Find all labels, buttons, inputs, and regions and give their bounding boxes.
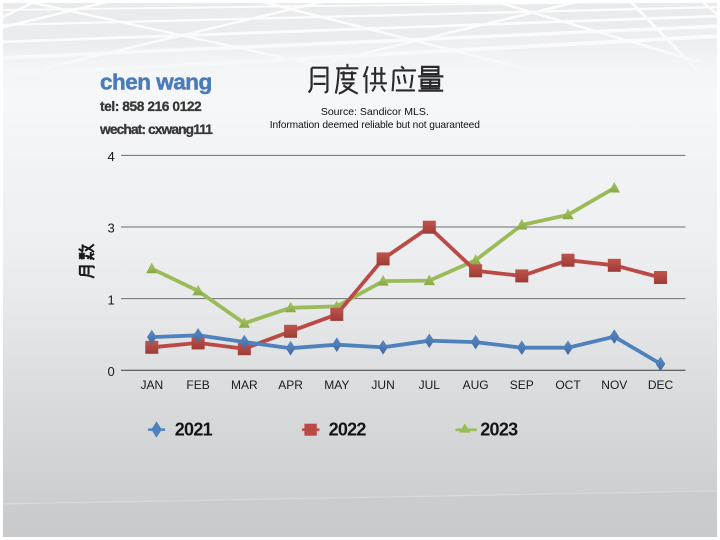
svg-text:2022: 2022 bbox=[329, 419, 367, 439]
svg-text:0: 0 bbox=[107, 364, 114, 379]
svg-text:2021: 2021 bbox=[175, 419, 213, 439]
svg-text:4: 4 bbox=[107, 149, 114, 164]
svg-text:Information deemed reliable bu: Information deemed reliable but not guar… bbox=[270, 120, 480, 131]
svg-text:Source: Sandicor MLS.: Source: Sandicor MLS. bbox=[321, 106, 429, 118]
svg-text:chen wang: chen wang bbox=[100, 70, 212, 95]
svg-text:MAY: MAY bbox=[324, 378, 349, 392]
svg-text:AUG: AUG bbox=[463, 378, 489, 392]
svg-text:NOV: NOV bbox=[601, 378, 627, 392]
svg-text:SEP: SEP bbox=[510, 378, 534, 392]
svg-text:JAN: JAN bbox=[140, 378, 163, 392]
svg-text:MAR: MAR bbox=[231, 378, 258, 392]
svg-text:APR: APR bbox=[278, 378, 303, 392]
svg-text:JUN: JUN bbox=[371, 378, 394, 392]
svg-text:JUL: JUL bbox=[419, 378, 441, 392]
svg-text:tel: 858 216 0122: tel: 858 216 0122 bbox=[100, 99, 202, 114]
svg-text:DEC: DEC bbox=[648, 378, 674, 392]
svg-text:wechat: cxwang111: wechat: cxwang111 bbox=[99, 122, 213, 137]
svg-text:FEB: FEB bbox=[186, 378, 209, 392]
svg-text:3: 3 bbox=[107, 221, 114, 236]
svg-text:2023: 2023 bbox=[480, 419, 518, 439]
svg-text:1: 1 bbox=[107, 292, 114, 307]
svg-text:OCT: OCT bbox=[555, 378, 581, 392]
